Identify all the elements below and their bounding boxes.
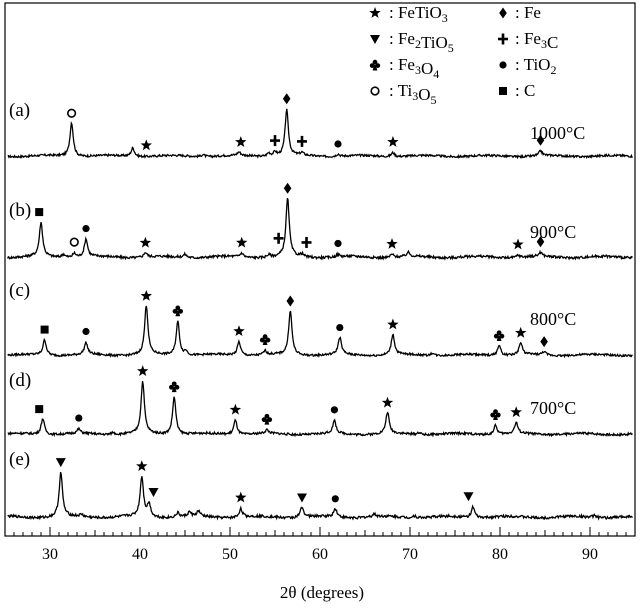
phase-marker-triangle-down <box>297 493 307 503</box>
legend-marker-diamond <box>499 7 507 19</box>
phase-marker-circle <box>82 224 90 233</box>
phase-marker-circle <box>331 495 339 503</box>
x-tick-label: 40 <box>132 546 148 563</box>
phase-marker-star <box>510 406 522 418</box>
phase-marker-star <box>387 318 399 330</box>
temperature-label: 800°C <box>530 309 576 329</box>
phase-marker-club <box>259 334 271 345</box>
legend-marker-club <box>369 59 381 71</box>
trace-4: (e) <box>7 449 633 521</box>
phase-marker-cross <box>273 232 284 244</box>
panel-label: (e) <box>9 449 30 470</box>
x-tick-label: 50 <box>222 546 238 563</box>
panel-label: (c) <box>9 280 30 301</box>
phase-marker-star <box>387 135 399 147</box>
phase-marker-diamond <box>540 336 548 348</box>
legend-label: : Fe3C <box>515 29 558 52</box>
temperature-label: 900°C <box>530 222 576 242</box>
phase-marker-triangle-down <box>463 492 474 502</box>
phase-marker-star <box>136 365 149 376</box>
phase-marker-star <box>514 326 527 338</box>
phase-marker-circle <box>334 140 342 148</box>
phase-marker-open-circle <box>66 108 77 118</box>
legend-marker-square <box>499 87 507 95</box>
x-tick-label: 70 <box>402 546 418 563</box>
phase-marker-star <box>233 325 245 337</box>
phase-marker-star <box>139 236 152 248</box>
panel-label: (a) <box>9 100 30 121</box>
trace-0: (a) 1000°C <box>7 93 633 160</box>
temperature-label: 1000°C <box>530 123 585 143</box>
phase-marker-star <box>140 139 153 151</box>
panel-label: (d) <box>9 370 31 391</box>
phase-marker-triangle-down <box>148 487 159 497</box>
phase-marker-star <box>235 491 247 503</box>
phase-marker-club <box>172 305 184 317</box>
phase-marker-open-circle <box>69 237 79 247</box>
phase-marker-square <box>35 208 44 217</box>
phase-marker-club <box>169 381 180 393</box>
trace-line <box>7 108 633 160</box>
phase-marker-circle <box>334 239 342 248</box>
x-axis-label: 2θ (degrees) <box>280 583 364 602</box>
phase-marker-star <box>381 396 394 408</box>
plot-frame <box>4 2 636 537</box>
phase-marker-star <box>235 136 247 147</box>
trace-line <box>7 471 633 521</box>
trace-line <box>7 198 633 261</box>
trace-3: (d) 700°C <box>7 365 633 438</box>
x-tick-label: 60 <box>312 546 328 563</box>
trace-line <box>7 381 633 438</box>
legend-label: : Fe2TiO5 <box>389 29 454 55</box>
legend: : FeTiO3 : Fe : Fe2TiO5 : Fe3C : Fe3O4 : TiO2… <box>369 3 558 107</box>
phase-marker-club <box>261 413 273 425</box>
phase-marker-star <box>140 289 153 301</box>
phase-marker-circle <box>82 327 90 336</box>
legend-marker-circle <box>499 61 507 69</box>
temperature-label: 700°C <box>530 398 576 418</box>
phase-marker-cross <box>270 135 280 147</box>
phase-marker-circle <box>336 323 344 332</box>
phase-marker-diamond <box>282 93 291 105</box>
phase-marker-star <box>229 403 242 415</box>
phase-marker-star <box>136 460 148 472</box>
legend-label: : C <box>515 81 535 100</box>
phase-marker-cross <box>301 236 312 248</box>
x-tick-label: 30 <box>42 546 58 563</box>
legend-label: : Fe3O4 <box>389 55 439 81</box>
phase-marker-triangle-down <box>55 458 66 468</box>
trace-2: (c) 800°C <box>7 280 633 359</box>
legend-label: : TiO2 <box>515 55 556 77</box>
legend-marker-triangle-down <box>370 35 380 44</box>
phase-marker-diamond <box>536 236 545 248</box>
phase-marker-diamond <box>283 182 292 194</box>
legend-marker-cross <box>498 33 508 45</box>
phase-marker-diamond <box>536 134 545 146</box>
phase-marker-cross <box>297 135 307 147</box>
phase-marker-club <box>490 409 501 420</box>
phase-marker-square <box>35 405 44 414</box>
panel-label: (b) <box>9 200 31 221</box>
phase-marker-diamond <box>286 295 295 307</box>
legend-marker-star <box>369 7 381 18</box>
legend-label: : FeTiO3 <box>389 3 448 25</box>
trace-line <box>7 305 633 359</box>
phase-marker-circle <box>330 406 338 414</box>
legend-label: : Fe <box>515 3 541 22</box>
phase-marker-club <box>493 330 505 342</box>
trace-1: (b) 900°C <box>7 182 633 261</box>
xrd-traces: (a) 1000°C (b) 900°C (c) 800°C (d) 700°C (e) <box>7 93 633 521</box>
phase-marker-star <box>386 238 398 249</box>
phase-marker-circle <box>75 414 83 422</box>
x-tick-label: 80 <box>492 546 508 563</box>
phase-marker-star <box>512 238 524 250</box>
phase-marker-star <box>235 236 248 248</box>
legend-marker-open-circle <box>370 86 380 96</box>
x-axis: 30 40 50 60 70 80 90 <box>13 527 627 563</box>
x-tick-label: 90 <box>582 546 598 563</box>
phase-marker-square <box>40 325 49 334</box>
legend-label: : Ti3O5 <box>389 81 436 107</box>
